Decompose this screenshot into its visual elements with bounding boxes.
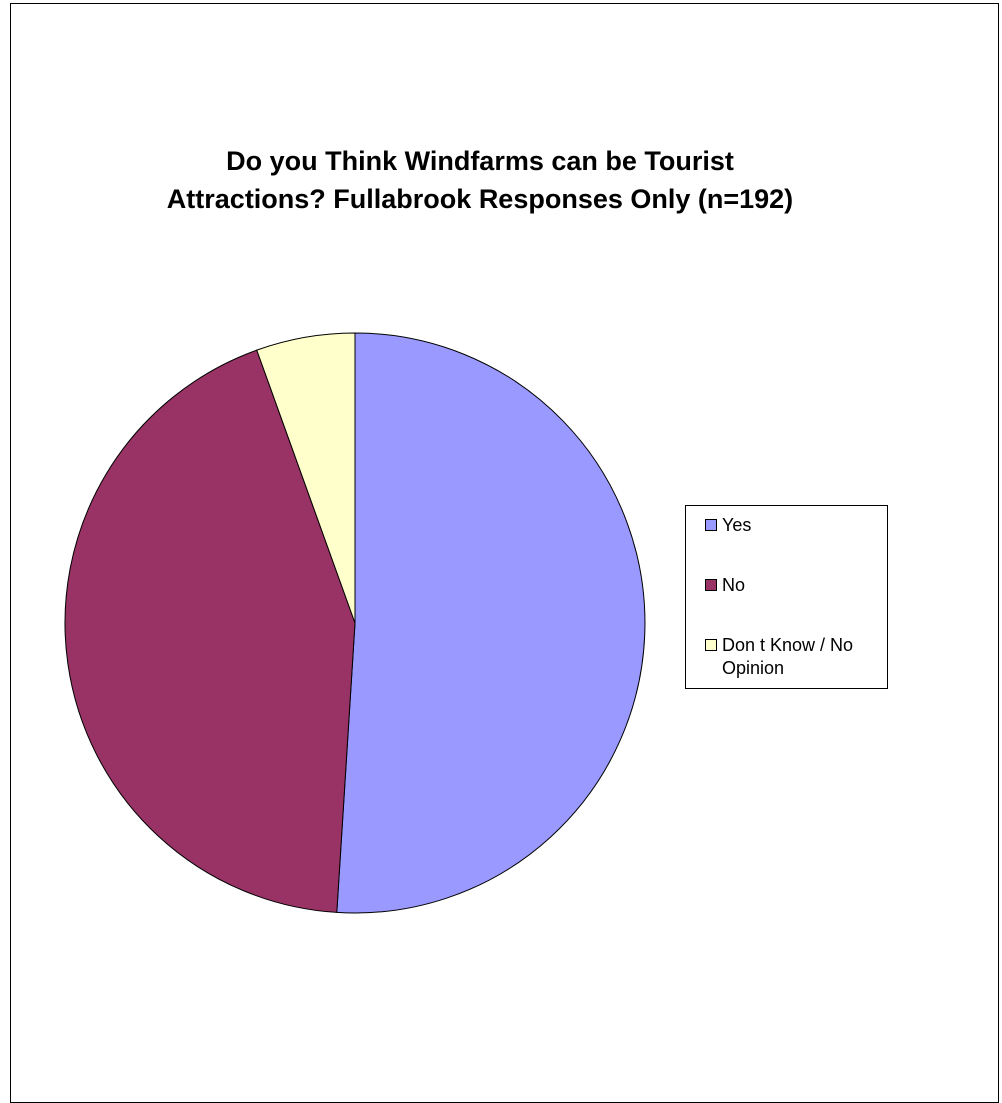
chart-title: Do you Think Windfarms can be Tourist At… xyxy=(60,142,900,218)
pie-slice-no xyxy=(64,349,356,913)
legend-swatch-dont-know xyxy=(705,639,717,651)
pie-slice-yes xyxy=(336,332,646,914)
pie-slice-dont-know xyxy=(256,332,356,624)
legend-item-dont-know: Don t Know / No Opinion xyxy=(705,634,885,680)
legend-label-yes: Yes xyxy=(722,515,752,535)
legend-label-no: No xyxy=(722,575,746,595)
chart-title-line-1: Do you Think Windfarms can be Tourist xyxy=(226,146,734,176)
legend-item-no: No xyxy=(705,574,885,597)
legend: Yes No Don t Know / No Opinion xyxy=(685,505,888,689)
legend-label-dont-know: Don t Know / No Opinion xyxy=(722,635,854,678)
chart-title-line-2: Attractions? Fullabrook Responses Only (… xyxy=(166,184,794,214)
legend-swatch-yes xyxy=(705,519,717,531)
legend-item-yes: Yes xyxy=(705,514,885,537)
legend-swatch-no xyxy=(705,579,717,591)
